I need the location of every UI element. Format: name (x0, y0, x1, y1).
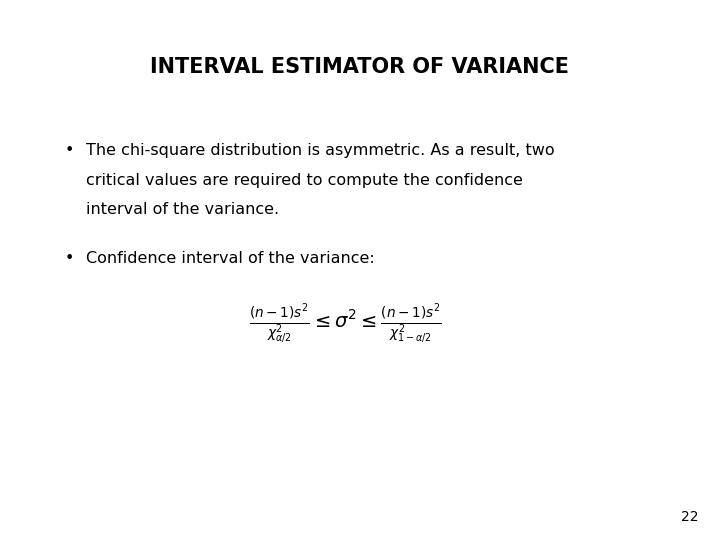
Text: INTERVAL ESTIMATOR OF VARIANCE: INTERVAL ESTIMATOR OF VARIANCE (150, 57, 570, 77)
Text: •: • (65, 143, 74, 158)
Text: $\frac{(n-1)s^2}{\chi^2_{\alpha/2}} \leq \sigma^2 \leq \frac{(n-1)s^2}{\chi^2_{1: $\frac{(n-1)s^2}{\chi^2_{\alpha/2}} \leq… (249, 302, 442, 346)
Text: •: • (65, 251, 74, 266)
Text: interval of the variance.: interval of the variance. (86, 202, 279, 218)
Text: The chi-square distribution is asymmetric. As a result, two: The chi-square distribution is asymmetri… (86, 143, 555, 158)
Text: 22: 22 (681, 510, 698, 524)
Text: critical values are required to compute the confidence: critical values are required to compute … (86, 173, 523, 188)
Text: Confidence interval of the variance:: Confidence interval of the variance: (86, 251, 375, 266)
